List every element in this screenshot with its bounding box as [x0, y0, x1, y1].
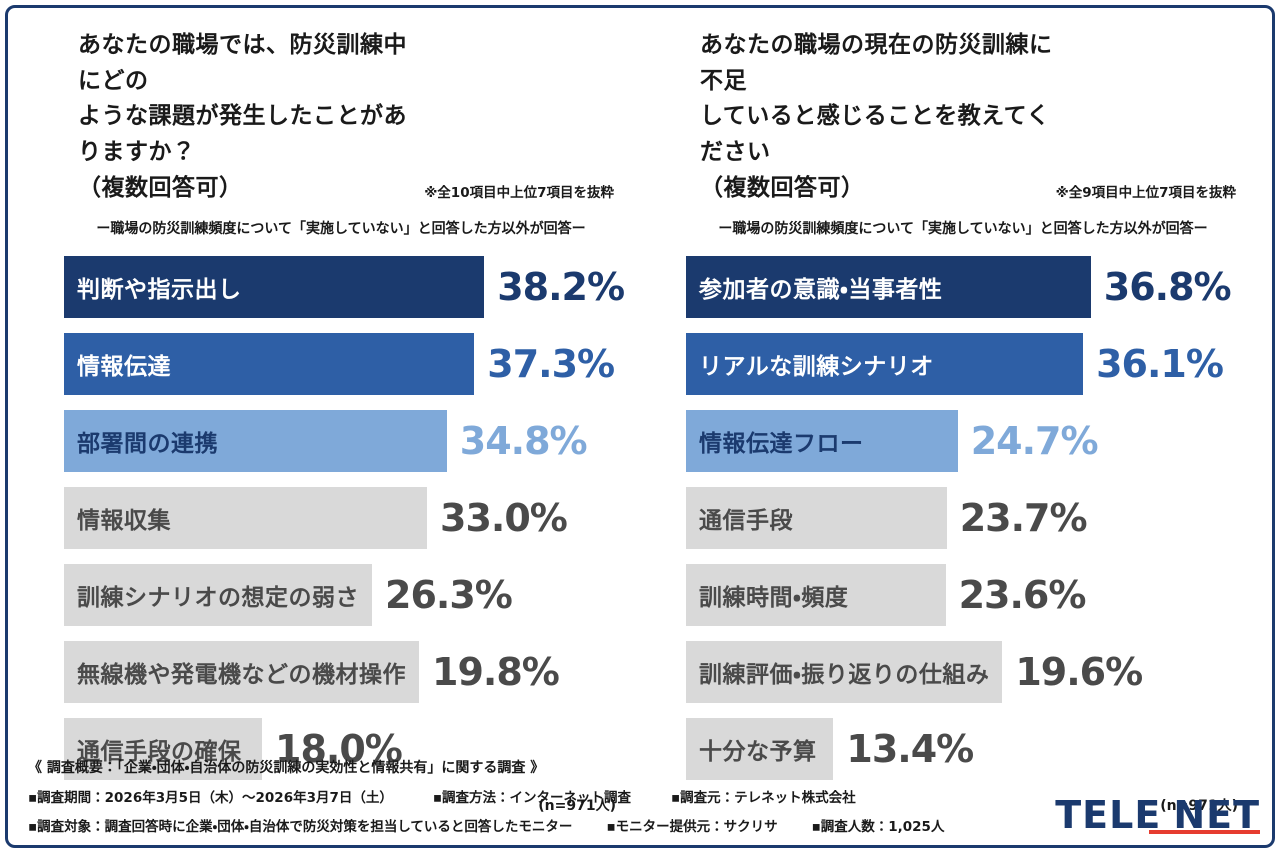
bar: 情報伝達 — [64, 333, 475, 396]
chart-subtitle: ー職場の防災訓練頻度について「実施していない」と回答した方以外が回答ー — [718, 221, 1208, 238]
bar-label: 部署間の連携 — [77, 431, 218, 458]
logo-text-tele: TELE — [1055, 793, 1162, 838]
bar-row: 十分な予算 13.4% — [686, 718, 1240, 781]
bar-value-label: 19.8% — [432, 650, 560, 695]
bar-label: 参加者の意識・当事者性 — [699, 277, 943, 304]
bar: 部署間の連携 — [64, 410, 447, 473]
sample-size: (n=971人) — [1160, 798, 1238, 815]
bar-label: 訓練シナリオの想定の弱さ — [77, 585, 359, 612]
bar-label: 訓練時間・頻度 — [699, 585, 849, 612]
bar-row: 情報収集 33.0% — [64, 487, 618, 550]
bar: 参加者の意識・当事者性 — [686, 256, 1091, 319]
bar-value-label: 37.3% — [487, 342, 615, 387]
bar-row: 情報伝達フロー 24.7% — [686, 410, 1240, 473]
bar-row: 訓練評価・振り返りの仕組み 19.6% — [686, 641, 1240, 704]
bar-row: リアルな訓練シナリオ 36.1% — [686, 333, 1240, 396]
chart-training-shortcomings: あなたの職場の現在の防災訓練に不足 していると感じることを教えてください （複数… — [686, 28, 1240, 815]
survey-period: ▪調査期間：2026年3月5日（木）〜2026年3月7日（土） — [28, 790, 393, 806]
chart-note: ※全10項目中上位7項目を抜粋 — [424, 185, 614, 202]
bar-label: 判断や指示出し — [77, 277, 242, 304]
survey-details-row-2: ▪調査対象：調査回答時に企業・団体・自治体で防災対策を担当していると回答したモニ… — [28, 815, 1252, 835]
survey-overview: 《 調査概要：「企業・団体・自治体の防災訓練の実効性と情報共有」に関する調査 》 — [28, 760, 545, 776]
survey-source: ▪調査元：テレネット株式会社 — [671, 790, 856, 806]
bar: 判断や指示出し — [64, 256, 485, 319]
survey-monitor-provider: ▪モニター提供元：サクリサ — [606, 819, 778, 835]
bar: 情報伝達フロー — [686, 410, 958, 473]
bar-label: 通信手段 — [699, 508, 793, 535]
chart-workplace-issues: あなたの職場では、防災訓練中にどの ような課題が発生したことがありますか？ （複… — [64, 28, 625, 815]
bar-value-label: 36.1% — [1096, 342, 1224, 387]
bar: 情報収集 — [64, 487, 427, 550]
bar-label: 十分な予算 — [699, 739, 817, 766]
bar-label: 訓練評価・振り返りの仕組み — [699, 662, 990, 689]
survey-footer: 《 調査概要：「企業・団体・自治体の防災訓練の実効性と情報共有」に関する調査 》… — [28, 757, 1252, 835]
bar: 十分な予算 — [686, 718, 834, 781]
bar-label: 情報伝達フロー — [699, 431, 864, 458]
bar-label: 無線機や発電機などの機材操作 — [77, 662, 406, 689]
bar-row: 通信手段の確保 18.0% — [64, 718, 618, 781]
bar: 訓練時間・頻度 — [686, 564, 946, 627]
logo-red-underline — [1149, 830, 1260, 834]
survey-details-row-1: ▪調査期間：2026年3月5日（木）〜2026年3月7日（土） ▪調査方法：イン… — [28, 786, 1252, 806]
bar-value-label: 26.3% — [385, 573, 513, 618]
bar-value-label: 23.6% — [958, 573, 1087, 618]
chart-title: あなたの職場の現在の防災訓練に不足 していると感じることを教えてください （複数… — [700, 32, 1053, 201]
bar-value-label: 13.4% — [846, 727, 974, 772]
survey-target: ▪調査対象：調査回答時に企業・団体・自治体で防災対策を担当していると回答したモニ… — [28, 819, 573, 835]
chart-subtitle: ー職場の防災訓練頻度について「実施していない」と回答した方以外が回答ー — [96, 221, 586, 238]
bar-row: 参加者の意識・当事者性 36.8% — [686, 256, 1240, 319]
bar-value-label: 24.7% — [970, 419, 1099, 464]
bar-value-label: 18.0% — [275, 727, 403, 772]
charts-area: あなたの職場では、防災訓練中にどの ような課題が発生したことがありますか？ （複… — [8, 8, 1272, 815]
bar-label: 情報収集 — [77, 508, 171, 535]
bar-row: 訓練シナリオの想定の弱さ 26.3% — [64, 564, 618, 627]
bar-label: リアルな訓練シナリオ — [699, 354, 934, 381]
chart-title: あなたの職場では、防災訓練中にどの ような課題が発生したことがありますか？ （複… — [78, 32, 407, 201]
bar-value-label: 36.8% — [1103, 265, 1232, 310]
bar-row: 通信手段 23.7% — [686, 487, 1240, 550]
bar-value-label: 33.0% — [440, 496, 568, 541]
survey-respondents: ▪調査人数：1,025人 — [811, 819, 945, 835]
infographic-page: あなたの職場では、防災訓練中にどの ような課題が発生したことがありますか？ （複… — [5, 5, 1275, 848]
sample-size: (n=971人) — [538, 798, 616, 815]
survey-method: ▪調査方法：インターネット調査 — [432, 790, 632, 806]
bar-label: 情報伝達 — [77, 354, 171, 381]
bar: 訓練評価・振り返りの仕組み — [686, 641, 1003, 704]
bar: 通信手段の確保 — [64, 718, 262, 781]
bar-value-label: 19.6% — [1015, 650, 1143, 695]
bar-row: 判断や指示出し 38.2% — [64, 256, 625, 319]
bar-value-label: 23.7% — [959, 496, 1088, 541]
bar-label: 通信手段の確保 — [77, 739, 242, 766]
bar-row: 情報伝達 37.3% — [64, 333, 618, 396]
bar-value-label: 38.2% — [497, 265, 625, 310]
bar-row: 部署間の連携 34.8% — [64, 410, 618, 473]
bar-chart: 参加者の意識・当事者性 36.8% リアルな訓練シナリオ 36.1% 情報伝達フ… — [686, 256, 1240, 781]
bar: リアルな訓練シナリオ — [686, 333, 1084, 396]
bar-chart: 判断や指示出し 38.2% 情報伝達 37.3% 部署間の連携 34.8% — [64, 256, 625, 781]
bar: 通信手段 — [686, 487, 947, 550]
chart-header: あなたの職場では、防災訓練中にどの ような課題が発生したことがありますか？ （複… — [64, 28, 618, 206]
chart-note: ※全9項目中上位7項目を抜粋 — [1055, 185, 1236, 202]
logo-text-net: NET — [1173, 793, 1260, 838]
chart-header: あなたの職場の現在の防災訓練に不足 していると感じることを教えてください （複数… — [686, 28, 1240, 206]
logo-telenet: TELE NET — [1055, 793, 1260, 838]
bar-row: 訓練時間・頻度 23.6% — [686, 564, 1240, 627]
bar: 訓練シナリオの想定の弱さ — [64, 564, 372, 627]
bar-value-label: 34.8% — [459, 419, 588, 464]
bar-row: 無線機や発電機などの機材操作 19.8% — [64, 641, 618, 704]
bar: 無線機や発電機などの機材操作 — [64, 641, 419, 704]
